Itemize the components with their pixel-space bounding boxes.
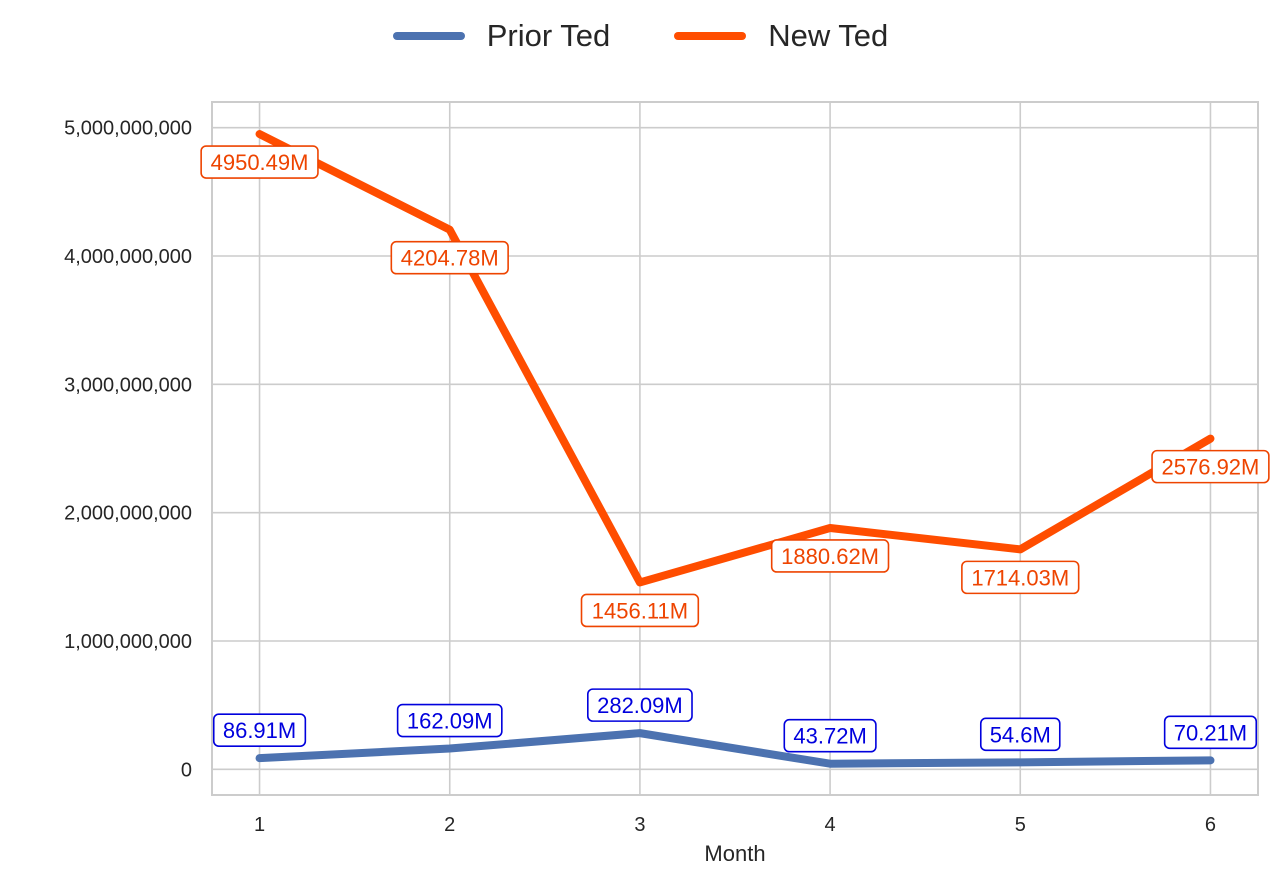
x-tick-label: 4: [825, 814, 836, 836]
series-line-new-ted: [255, 130, 1215, 587]
data-label-prior-ted: 162.09M: [396, 703, 503, 738]
x-tick-label: 2: [444, 814, 455, 836]
data-label-box: [979, 717, 1061, 752]
data-label-prior-ted: 282.09M: [587, 688, 693, 722]
data-label-prior-ted: 86.91M: [212, 713, 307, 747]
grid: [212, 102, 1258, 795]
data-labels: 86.91M 162.09M 282.09M 43.72M 54.6M 70.21M 495…: [200, 145, 1270, 753]
data-label-new-ted: 1880.62M: [770, 539, 890, 573]
data-label-box: [1163, 715, 1258, 750]
data-label-text: 1714.03M: [971, 565, 1069, 590]
data-label-prior-ted: 43.72M: [783, 718, 877, 753]
data-label-new-ted: 2576.92M: [1151, 449, 1270, 484]
data-label-new-ted: 1456.11M: [580, 593, 700, 628]
data-label-text: 4950.49M: [211, 150, 309, 175]
data-label-text: 2576.92M: [1162, 455, 1260, 480]
data-label-text: 54.6M: [990, 722, 1051, 747]
data-label-box: [396, 703, 503, 738]
x-tick-label: 1: [254, 814, 265, 836]
x-tick-label: 3: [634, 814, 645, 836]
data-label-text: 70.21M: [1174, 720, 1247, 745]
x-tick-label: 5: [1015, 814, 1026, 836]
data-label-box: [200, 145, 319, 179]
data-label-text: 282.09M: [597, 693, 683, 718]
data-label-box: [770, 539, 890, 573]
series-line-prior-ted: [255, 729, 1215, 768]
legend-item-new-ted: New Ted: [674, 18, 888, 54]
x-axis-label: Month: [704, 841, 765, 866]
x-tick-label: 6: [1205, 814, 1216, 836]
data-label-text: 86.91M: [223, 718, 296, 743]
data-label-box: [587, 688, 693, 722]
legend: Prior Ted New Ted: [0, 18, 1281, 54]
plot-area-frame: [211, 101, 1259, 796]
y-tick-label: 4,000,000,000: [64, 246, 192, 268]
data-label-box: [212, 713, 307, 747]
data-label-new-ted: 4204.78M: [390, 240, 509, 275]
y-tick-label: 5,000,000,000: [64, 118, 192, 140]
y-tick-label: 2,000,000,000: [64, 503, 192, 525]
legend-item-prior-ted: Prior Ted: [392, 18, 611, 54]
y-tick-label: 0: [181, 759, 192, 781]
data-label-new-ted: 1714.03M: [961, 560, 1080, 595]
y-tick-label: 3,000,000,000: [64, 374, 192, 396]
data-label-text: 43.72M: [793, 724, 866, 749]
data-label-text: 1456.11M: [592, 598, 688, 623]
data-label-box: [580, 593, 700, 628]
legend-label-prior-ted: Prior Ted: [486, 18, 611, 53]
data-label-text: 1880.62M: [781, 544, 879, 569]
data-label-prior-ted: 54.6M: [979, 717, 1061, 752]
data-label-box: [1151, 449, 1270, 484]
data-label-box: [390, 240, 509, 275]
axes: 0 1,000,000,000 2,000,000,000 3,000,000,000…: [64, 118, 1216, 836]
data-label-prior-ted: 70.21M: [1163, 715, 1258, 750]
data-label-new-ted: 4950.49M: [200, 145, 319, 179]
data-label-box: [961, 560, 1080, 595]
y-tick-label: 1,000,000,000: [64, 631, 192, 653]
data-label-box: [783, 718, 877, 753]
data-label-text: 4204.78M: [401, 246, 499, 271]
data-label-text: 162.09M: [407, 709, 493, 734]
legend-swatch-prior-ted: [392, 32, 465, 40]
legend-swatch-new-ted: [674, 32, 747, 40]
series: [255, 130, 1215, 768]
legend-label-new-ted: New Ted: [768, 18, 889, 53]
